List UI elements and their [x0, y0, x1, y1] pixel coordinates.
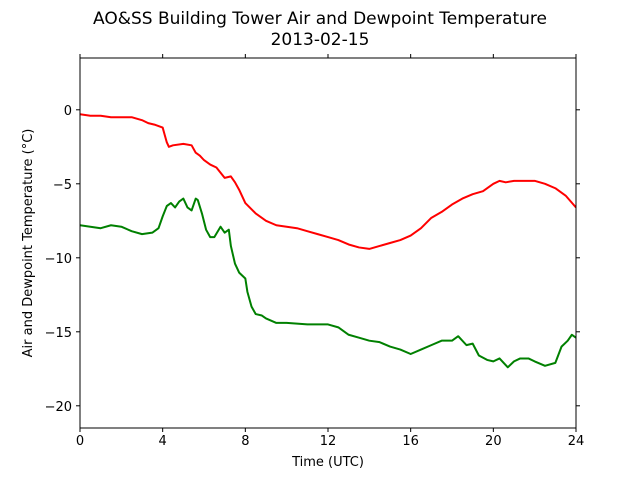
chart-title: AO&SS Building Tower Air and Dewpoint Te… [93, 9, 547, 29]
x-tick-label: 0 [76, 434, 84, 449]
x-tick-label: 4 [159, 434, 167, 449]
series-line-2 [80, 197, 576, 369]
y-tick-label: 0 [64, 104, 72, 119]
y-tick-label: −10 [45, 252, 72, 267]
x-tick-label: 12 [320, 434, 337, 449]
x-tick-label: 8 [241, 434, 249, 449]
series-layer [80, 113, 576, 369]
chart-subtitle: 2013-02-15 [271, 30, 370, 50]
y-axis-label: Air and Dewpoint Temperature (°C) [21, 129, 36, 358]
x-axis: 0 4 8 12 16 20 24 [76, 54, 584, 449]
series-line-1 [80, 113, 576, 250]
x-tick-label: 16 [402, 434, 419, 449]
x-tick-label: 24 [568, 434, 585, 449]
y-tick-label: −15 [45, 326, 72, 341]
x-axis-label: Time (UTC) [291, 455, 364, 470]
y-tick-label: −5 [53, 178, 72, 193]
y-axis: 0 −5 −10 −15 −20 [45, 104, 580, 415]
y-tick-label: −20 [45, 400, 72, 415]
x-tick-label: 20 [485, 434, 502, 449]
